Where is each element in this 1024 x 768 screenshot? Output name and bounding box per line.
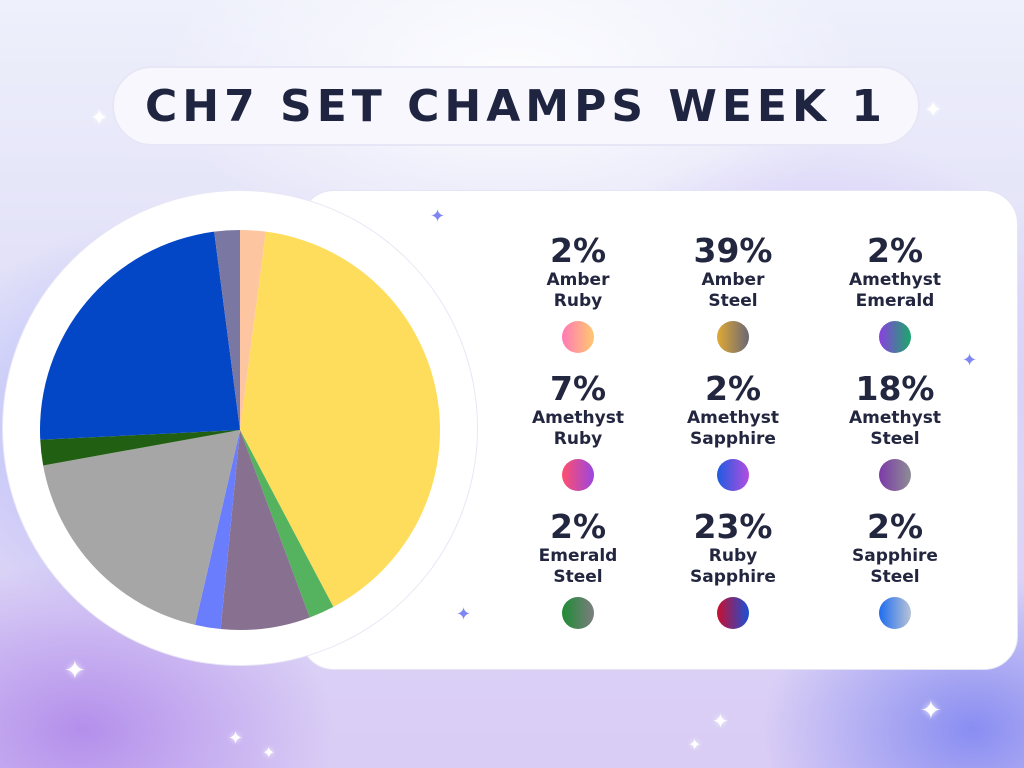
sparkle-icon: ✦ bbox=[262, 743, 276, 762]
title-banner: CH7 SET CHAMPS WEEK 1 bbox=[112, 66, 920, 146]
pie-slice-amethyst-ruby bbox=[220, 430, 310, 631]
pie-slice-amber-ruby bbox=[240, 230, 266, 430]
sparkle-icon: ✦ bbox=[924, 98, 943, 123]
sparkle-icon: ✦ bbox=[688, 735, 702, 754]
sparkle-icon: ✦ bbox=[90, 106, 109, 131]
sparkle-icon: ✦ bbox=[962, 350, 978, 371]
sparkle-icon: ✦ bbox=[64, 656, 86, 686]
sparkle-icon: ✦ bbox=[228, 728, 244, 749]
pie-slice-amber-steel bbox=[240, 231, 440, 607]
sparkle-icon: ✦ bbox=[712, 709, 729, 733]
pie-slice-amethyst-emerald bbox=[240, 430, 334, 618]
pie-slice-amethyst-sapphire bbox=[195, 430, 240, 630]
sparkle-icon: ✦ bbox=[430, 206, 446, 227]
sparkle-icon: ✦ bbox=[456, 604, 472, 625]
pie-slice-amethyst-steel bbox=[43, 430, 240, 625]
sparkle-icon: ✦ bbox=[920, 696, 942, 726]
pie-slice-emerald-steel bbox=[40, 430, 240, 466]
pie-slice-sapphire-steel bbox=[214, 230, 240, 430]
pie-slice-ruby-sapphire bbox=[40, 231, 241, 440]
page-title: CH7 SET CHAMPS WEEK 1 bbox=[144, 80, 887, 132]
